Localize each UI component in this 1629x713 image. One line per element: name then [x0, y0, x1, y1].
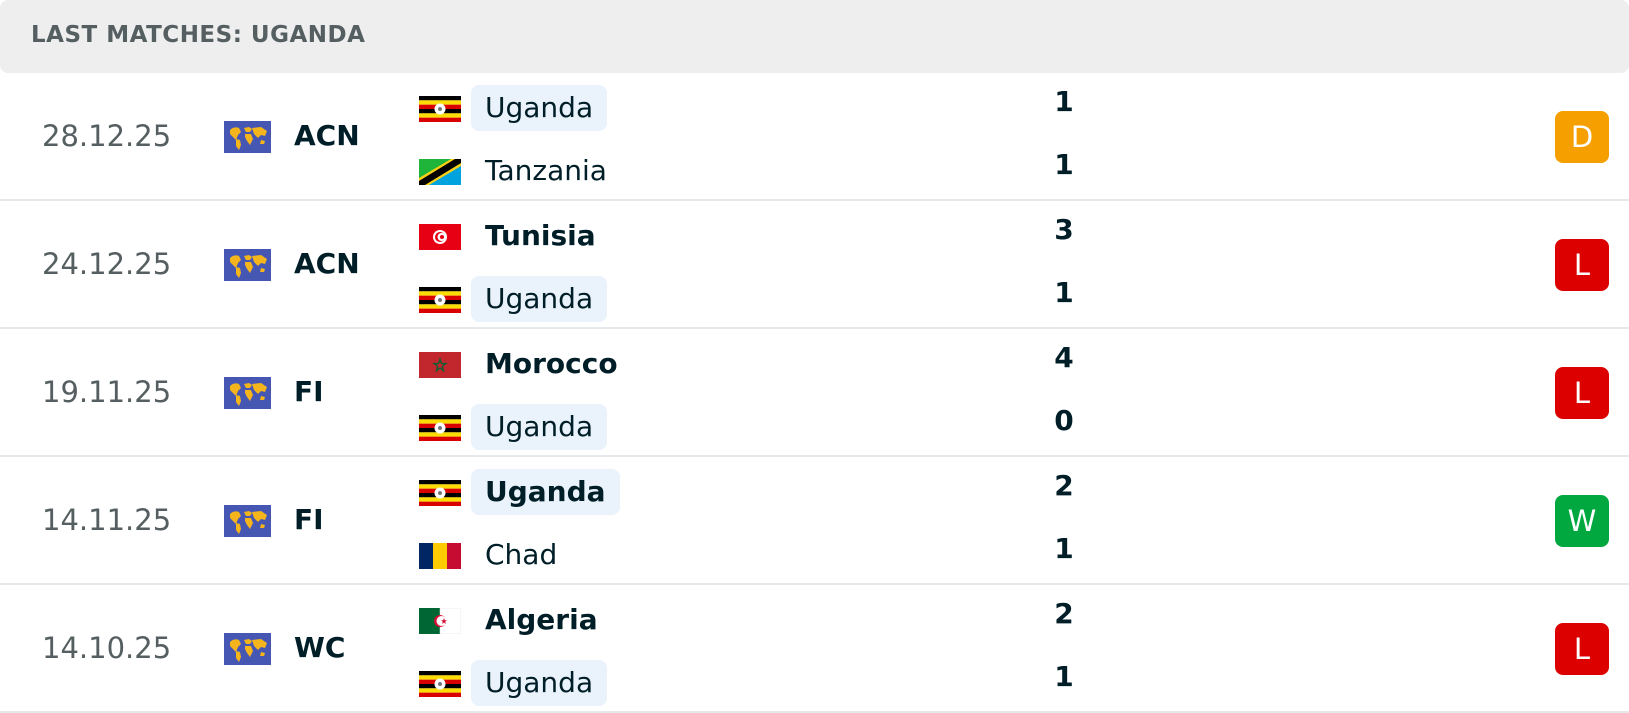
competition-icon: [224, 505, 271, 537]
team-flag: [419, 480, 461, 506]
team-flag: [419, 159, 461, 185]
match-row[interactable]: 28.12.25 ACN Uganda 1 Tanzania 1 D: [0, 73, 1629, 201]
team-flag: [419, 96, 461, 122]
result-badge: L: [1555, 239, 1609, 291]
score: 0: [1054, 404, 1074, 437]
team-name: Uganda: [471, 85, 608, 131]
team-name: Uganda: [471, 469, 620, 515]
score: 1: [1054, 148, 1074, 181]
result-badge: D: [1555, 111, 1609, 163]
match-date: 14.11.25: [42, 503, 172, 537]
competition: ACN: [294, 119, 360, 152]
match-row[interactable]: 19.11.25 FI Morocco 4 Uganda 0 L: [0, 329, 1629, 457]
score: 1: [1054, 660, 1074, 693]
score: 2: [1054, 597, 1074, 630]
team-name: Algeria: [485, 603, 598, 636]
team-flag: [419, 543, 461, 569]
header-title: LAST MATCHES: UGANDA: [31, 22, 366, 48]
score: 1: [1054, 85, 1074, 118]
result-badge: L: [1555, 623, 1609, 675]
team-flag: [419, 224, 461, 250]
competition: WC: [294, 631, 346, 664]
header: LAST MATCHES: UGANDA: [0, 0, 1629, 73]
match-row[interactable]: 24.12.25 ACN Tunisia 3 Uganda 1 L: [0, 201, 1629, 329]
competition-icon: [224, 121, 271, 153]
competition-icon: [224, 377, 271, 409]
score: 2: [1054, 469, 1074, 502]
team-name: Uganda: [471, 404, 608, 450]
team-flag: [419, 671, 461, 697]
result-badge: W: [1555, 495, 1609, 547]
team-name: Tunisia: [485, 219, 596, 252]
match-date: 19.11.25: [42, 375, 172, 409]
team-flag: [419, 352, 461, 378]
match-date: 24.12.25: [42, 247, 172, 281]
team-name: Uganda: [471, 660, 608, 706]
competition: FI: [294, 503, 324, 536]
team-flag: [419, 608, 461, 634]
score: 4: [1054, 341, 1074, 374]
team-name: Chad: [485, 538, 558, 571]
match-date: 14.10.25: [42, 631, 172, 665]
match-row[interactable]: 14.10.25 WC Algeria 2 Uganda 1 L: [0, 585, 1629, 713]
competition: ACN: [294, 247, 360, 280]
score: 1: [1054, 276, 1074, 309]
team-flag: [419, 287, 461, 313]
team-name: Uganda: [471, 276, 608, 322]
team-name: Tanzania: [485, 154, 607, 187]
match-date: 28.12.25: [42, 119, 172, 153]
match-row[interactable]: 14.11.25 FI Uganda 2 Chad 1 W: [0, 457, 1629, 585]
competition-icon: [224, 249, 271, 281]
result-badge: L: [1555, 367, 1609, 419]
team-name: Morocco: [485, 347, 618, 380]
team-flag: [419, 415, 461, 441]
competition: FI: [294, 375, 324, 408]
competition-icon: [224, 633, 271, 665]
score: 1: [1054, 532, 1074, 565]
score: 3: [1054, 213, 1074, 246]
